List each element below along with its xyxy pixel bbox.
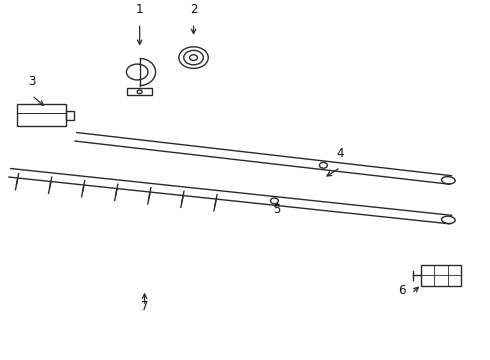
- Text: 4: 4: [337, 147, 344, 160]
- Text: 6: 6: [398, 284, 406, 297]
- Text: 7: 7: [141, 300, 148, 313]
- Text: 5: 5: [273, 203, 281, 216]
- Text: 3: 3: [28, 75, 36, 88]
- Text: 1: 1: [136, 3, 144, 16]
- Circle shape: [319, 162, 327, 168]
- Text: 2: 2: [190, 3, 197, 16]
- Circle shape: [270, 198, 278, 204]
